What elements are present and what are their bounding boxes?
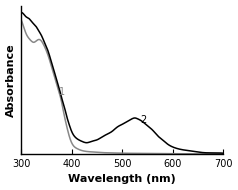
Y-axis label: Absorbance: Absorbance	[5, 43, 15, 117]
Text: 2: 2	[140, 115, 146, 125]
Text: 1: 1	[59, 87, 65, 97]
X-axis label: Wavelength (nm): Wavelength (nm)	[68, 174, 176, 184]
